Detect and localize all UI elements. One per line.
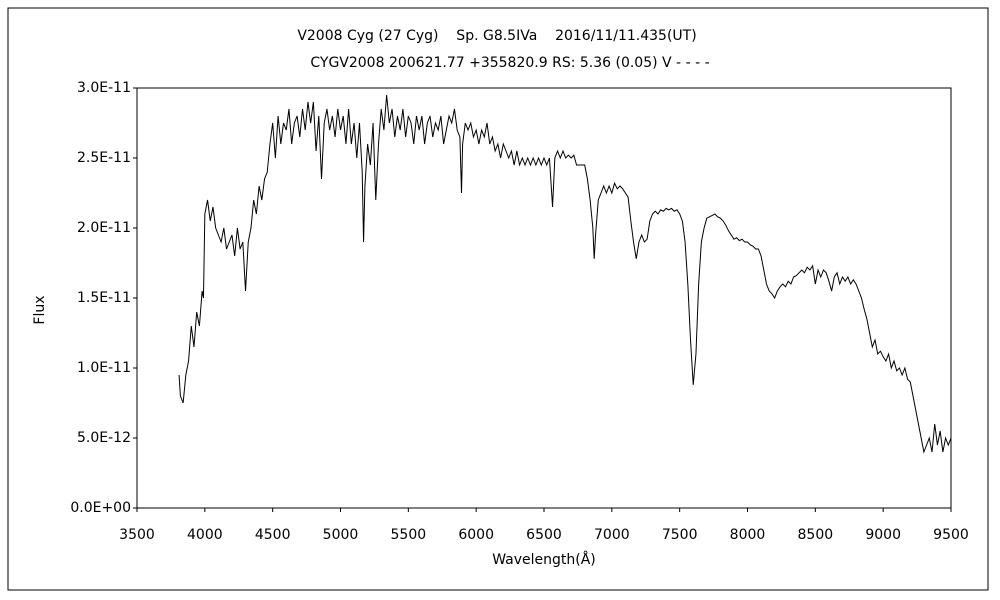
x-tick-label: 4500 [255, 527, 291, 543]
x-tick-label: 3500 [119, 527, 155, 543]
x-tick-label: 4000 [187, 527, 223, 543]
y-tick-label: 3.0E-11 [77, 80, 131, 96]
x-tick-label: 6000 [458, 527, 494, 543]
chart-border [7, 7, 989, 591]
spectrum-line [178, 94, 952, 454]
x-tick-label: 5500 [391, 527, 427, 543]
chart-subtitle: CYGV2008 200621.77 +355820.9 RS: 5.36 (0… [310, 55, 709, 71]
y-tick-label: 2.0E-11 [77, 220, 131, 236]
y-tick-label: 1.5E-11 [77, 290, 131, 306]
x-tick-label: 5000 [323, 527, 359, 543]
x-axis-label: Wavelength(Å) [492, 551, 596, 568]
y-tick-label: 1.0E-11 [77, 360, 131, 376]
chart-title: V2008 Cyg (27 Cyg) Sp. G8.5IVa 2016/11/1… [297, 28, 696, 44]
y-tick-label: 5.0E-12 [77, 430, 131, 446]
y-tick-label: 2.5E-11 [77, 150, 131, 166]
x-tick-label: 7000 [594, 527, 630, 543]
x-tick-label: 8000 [730, 527, 766, 543]
y-axis-label: Flux [32, 295, 48, 324]
x-tick-label: 9500 [933, 527, 969, 543]
x-tick-label: 6500 [526, 527, 562, 543]
x-tick-label: 8500 [798, 527, 834, 543]
y-tick-label: 0.0E+00 [70, 500, 131, 516]
x-tick-label: 9000 [865, 527, 901, 543]
x-tick-label: 7500 [662, 527, 698, 543]
